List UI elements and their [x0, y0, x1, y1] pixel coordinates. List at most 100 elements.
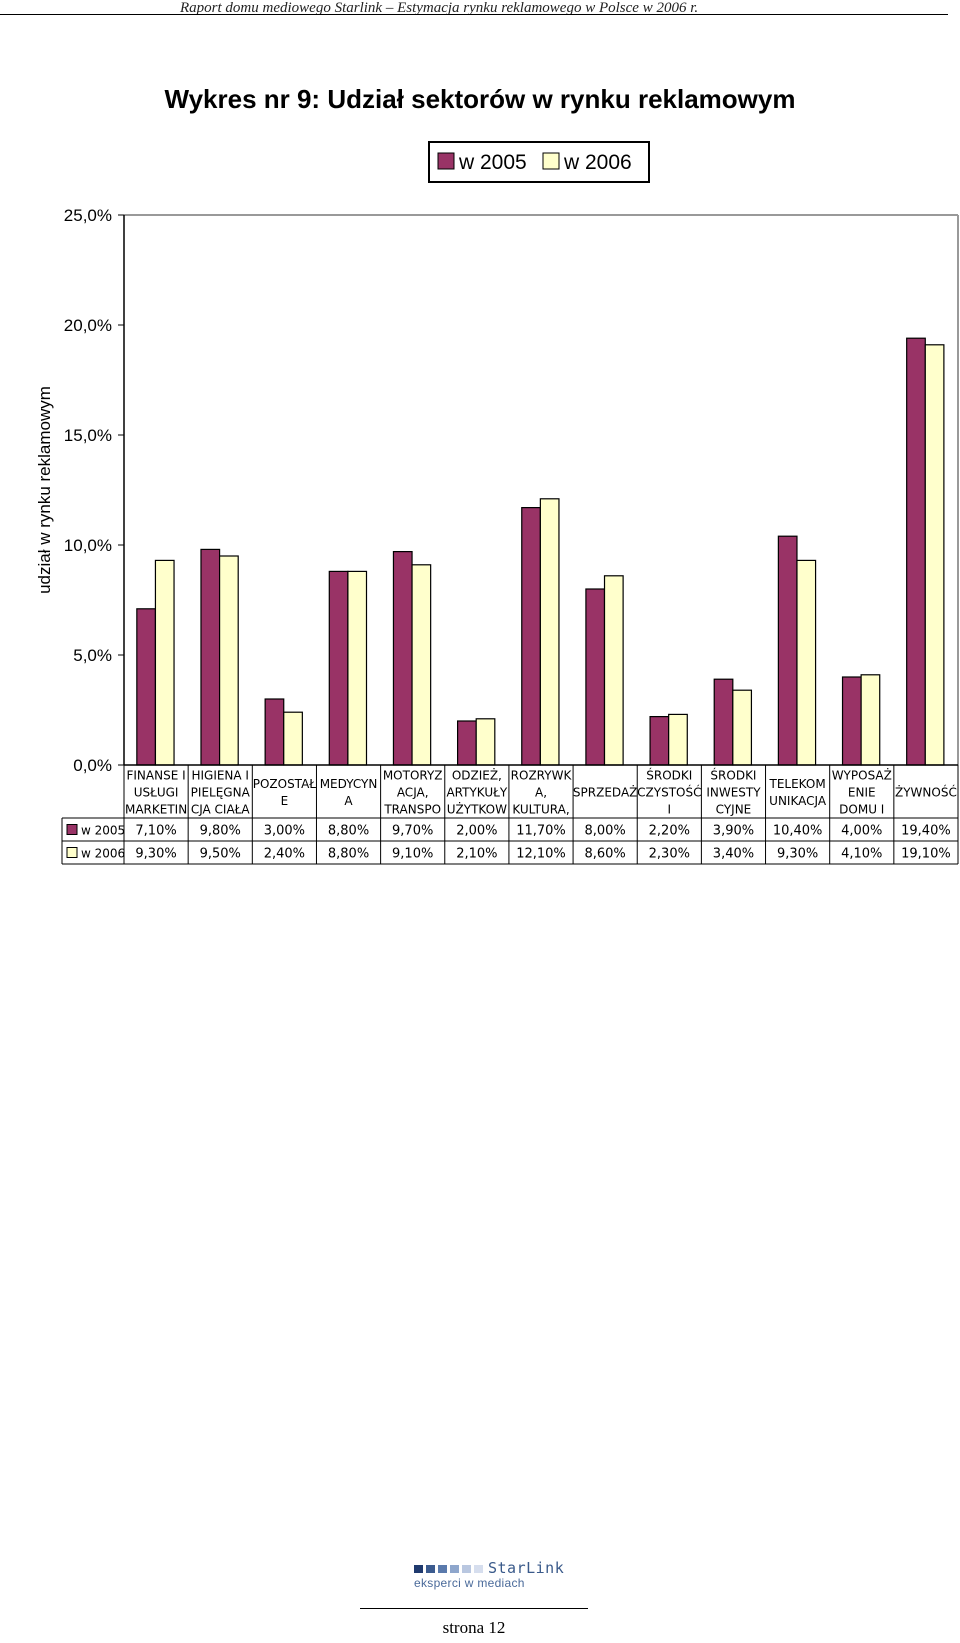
category-label: CYJNE — [716, 803, 752, 817]
bar-2006 — [796, 559, 817, 766]
bar-2005 — [713, 678, 734, 766]
data-value-label: 3,90% — [713, 824, 754, 839]
bar-chart: 0,0% 5,0% 10,0% 15,0% 20,0% 25,0% udział w ryn… — [35, 141, 959, 865]
category-label: ENIE — [848, 786, 876, 800]
data-value-label: 2,10% — [456, 847, 497, 862]
bar-2006 — [860, 674, 881, 766]
data-value-label: 9,30% — [777, 847, 818, 862]
data-value-label: 8,80% — [328, 847, 369, 862]
data-value-label: 12,10% — [516, 847, 566, 862]
data-value-label: 8,00% — [584, 824, 625, 839]
category-label: FINANSE I — [126, 769, 185, 783]
table-legend-key — [66, 847, 78, 858]
report-header: Raport domu mediowego Starlink – Estymac… — [180, 0, 699, 16]
data-value-label: 4,00% — [841, 824, 882, 839]
data-value-label: 19,10% — [901, 847, 951, 862]
bar-2006 — [668, 713, 688, 766]
category-label: KULTURA, — [512, 803, 569, 817]
bar-2006 — [154, 559, 175, 766]
bar-2006 — [732, 689, 753, 766]
category-label: INWESTY — [706, 786, 761, 800]
category-label: MOTORYZ — [383, 769, 443, 783]
footer-divider — [360, 1608, 588, 1609]
table-series-name: w 2006 — [81, 847, 125, 861]
bar-2005 — [264, 698, 285, 766]
bar-2005 — [392, 550, 413, 766]
y-tick-label: 25,0% — [64, 206, 112, 225]
category-label: POZOSTAŁ — [253, 777, 317, 791]
starlink-logo: StarLink eksperci w mediach — [410, 1559, 564, 1602]
bar-2006 — [347, 570, 368, 766]
legend-box — [428, 141, 650, 183]
category-label: CZYSTOŚĆ — [637, 785, 701, 800]
category-label: HIGIENA I — [191, 769, 249, 783]
logo-bars-icon — [414, 1565, 483, 1573]
table-series-name: w 2005 — [81, 824, 125, 838]
bar-2005 — [136, 608, 157, 766]
data-value-label: 7,10% — [135, 824, 176, 839]
bar-2005 — [200, 548, 221, 766]
data-value-label: 9,50% — [200, 847, 241, 862]
category-label: TELEKOM — [769, 777, 826, 791]
header-divider — [0, 14, 948, 15]
category-label: A, — [535, 786, 547, 800]
y-tick-label: 20,0% — [64, 316, 112, 335]
y-tick-label: 15,0% — [64, 426, 112, 445]
bar-2006 — [218, 555, 239, 766]
page-number: strona 12 — [442, 1618, 506, 1637]
bar-2006 — [924, 344, 945, 766]
data-value-label: 11,70% — [516, 824, 566, 839]
data-value-label: 3,00% — [264, 824, 305, 839]
bar-2005 — [521, 507, 541, 766]
category-label: CJA CIAŁA — [191, 803, 251, 817]
category-label: DOMU I — [839, 803, 884, 817]
bar-2006 — [603, 575, 624, 766]
bar-2005 — [585, 588, 606, 766]
data-value-label: 19,40% — [901, 824, 951, 839]
bar-2005 — [777, 535, 798, 766]
bar-2006 — [283, 711, 303, 766]
y-tick-label: 10,0% — [64, 536, 112, 555]
data-value-label: 9,70% — [392, 824, 433, 839]
data-value-label: 2,00% — [456, 824, 497, 839]
y-axis-label: udział w rynku reklamowym — [35, 386, 54, 594]
data-value-label: 2,20% — [649, 824, 690, 839]
bar-2005 — [906, 337, 926, 766]
bar-2006 — [475, 718, 496, 766]
category-label: ŚRODKI — [646, 768, 692, 783]
bar-2005 — [649, 715, 670, 766]
category-label: MEDYCYN — [320, 777, 378, 791]
category-label: ROZRYWK — [511, 769, 573, 783]
data-value-label: 8,80% — [328, 824, 369, 839]
data-value-label: 9,80% — [200, 824, 241, 839]
category-label: ODZIEŻ, — [452, 768, 502, 783]
data-value-label: 3,40% — [713, 847, 754, 862]
table-legend-key — [66, 824, 78, 835]
bar-2006 — [411, 564, 432, 766]
category-label: ACJA, — [397, 786, 429, 800]
category-label: ŚRODKI — [710, 768, 756, 783]
data-value-label: 8,60% — [584, 847, 625, 862]
category-label: A — [344, 794, 353, 808]
category-label: USŁUGI — [134, 786, 179, 800]
category-label: I — [668, 803, 672, 817]
logo-name: StarLink — [488, 1559, 565, 1577]
category-label: SPRZEDAŻ — [573, 785, 637, 800]
category-label: WYPOSAŻ — [832, 768, 892, 783]
y-tick-label: 0,0% — [73, 756, 112, 775]
data-value-label: 2,30% — [649, 847, 690, 862]
data-value-label: 4,10% — [841, 847, 882, 862]
category-label: ARTYKUŁY — [446, 786, 507, 800]
legend-swatch-2006 — [542, 152, 560, 170]
data-value-label: 10,40% — [773, 824, 823, 839]
y-tick-label: 5,0% — [73, 646, 112, 665]
bar-2006 — [539, 498, 560, 766]
data-value-label: 2,40% — [264, 847, 305, 862]
logo-tagline: eksperci w mediach — [414, 1576, 525, 1590]
category-label: TRANSPO — [383, 803, 441, 817]
category-label: PIELĘGNA — [191, 786, 251, 800]
legend-label-2005: w 2005 — [458, 151, 527, 174]
bar-2005 — [328, 570, 349, 766]
legend-swatch-2005 — [437, 152, 455, 170]
bar-2005 — [841, 676, 862, 766]
